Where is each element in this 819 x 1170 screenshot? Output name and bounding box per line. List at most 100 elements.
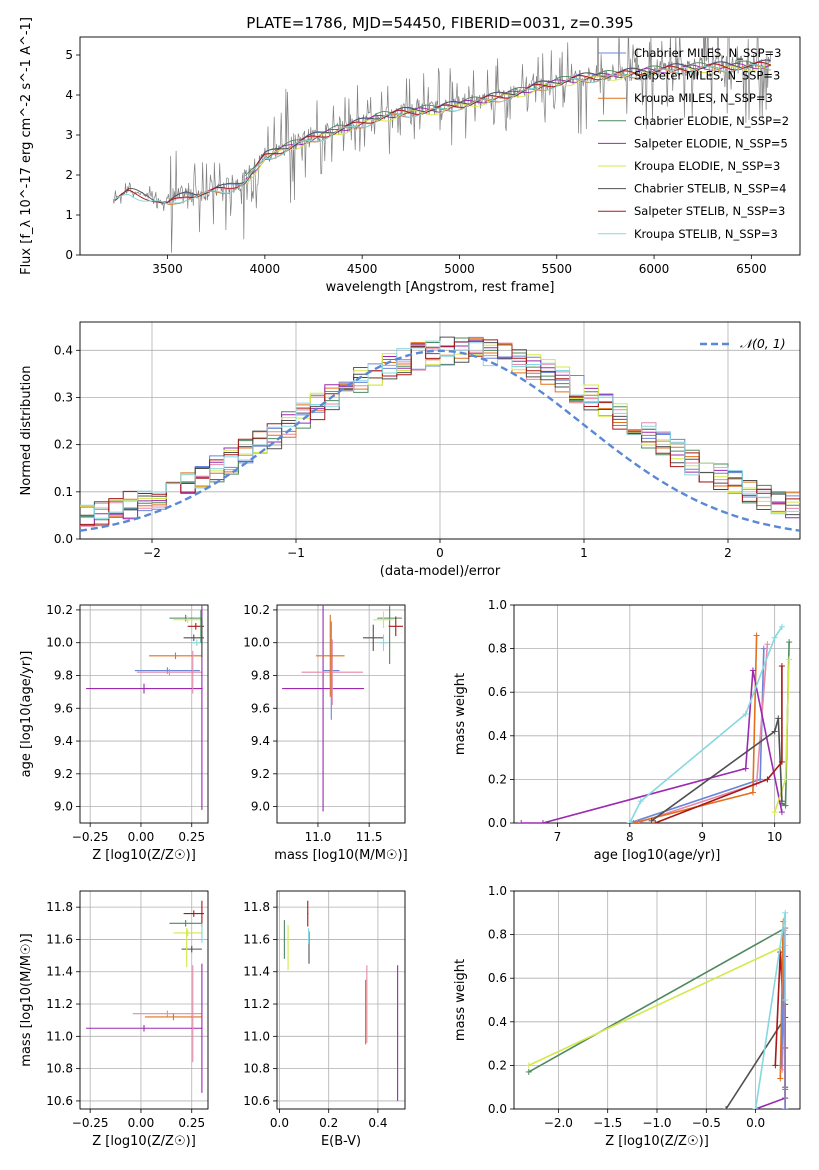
weight-point-marker xyxy=(778,663,785,670)
y-tick-label: 9.4 xyxy=(251,734,270,748)
x-tick-label: −1.5 xyxy=(593,1116,622,1130)
y-tick-label: 1 xyxy=(65,208,73,222)
spectrum-model-line xyxy=(114,61,771,203)
y-tick-label: 0.2 xyxy=(488,772,507,786)
y-tick-label: 11.6 xyxy=(243,932,270,946)
errorbar-point xyxy=(373,611,394,628)
y-tick-label: 10.2 xyxy=(46,603,73,617)
x-tick-label: 4500 xyxy=(347,262,378,276)
errorbar-point xyxy=(149,652,202,660)
y-tick-label: 11.8 xyxy=(243,900,270,914)
spectrum-axes: 3500 4000 4500 5000 5500 6000 6500 0 1 2 3 4 5 wavele… xyxy=(19,17,801,295)
errorbar-point xyxy=(169,614,202,622)
y-tick-label: 10.6 xyxy=(243,1094,270,1108)
weight-point-marker xyxy=(652,820,659,823)
age_vs_Z-axes: −0.25 0.00 0.25 9.0 9.2 9.4 9.6 9.8 10.0 10.2 Z [l… xyxy=(19,603,209,863)
age_vs_mass-axes: 11.0 11.5 9.0 9.2 9.4 9.6 9.8 10.0 10.2 mass [log… xyxy=(243,603,407,863)
y-tick-label: 1.0 xyxy=(488,884,507,898)
legend-entry: Chabrier ELODIE, N_SSP=2 xyxy=(634,114,789,128)
weight_vs_age-ylabel: mass weight xyxy=(453,673,468,755)
y-tick-label: 0.2 xyxy=(54,438,73,452)
age_vs_Z-xlabel: Z [log10(Z/Z☉)] xyxy=(92,848,196,863)
y-tick-label: 0.3 xyxy=(54,390,73,404)
x-tick-label: 7 xyxy=(554,830,562,844)
y-tick-label: 0.4 xyxy=(54,343,73,357)
y-tick-label: 9.0 xyxy=(54,800,73,814)
legend-entry: Chabrier STELIB, N_SSP=4 xyxy=(634,182,786,196)
x-tick-label: 2 xyxy=(724,546,732,560)
legend-entry: Salpeter ELODIE, N_SSP=5 xyxy=(634,136,788,150)
errorbar-point xyxy=(301,639,364,705)
y-tick-label: 11.2 xyxy=(243,997,270,1011)
x-tick-label: 0.4 xyxy=(368,1116,387,1130)
legend-entry: Salpeter MILES, N_SSP=3 xyxy=(634,69,780,83)
weight-point-marker xyxy=(786,639,793,646)
errorbar-point xyxy=(173,929,202,937)
weight-series-line xyxy=(651,718,783,822)
y-tick-label: 9.8 xyxy=(251,668,270,682)
weight-point-marker xyxy=(637,798,644,805)
weight-series-line xyxy=(633,635,758,823)
x-tick-label: 0.00 xyxy=(128,1116,155,1130)
errorbar-point xyxy=(283,920,285,959)
y-tick-label: 0.0 xyxy=(488,1102,507,1116)
spectrum-frame xyxy=(79,36,801,256)
y-tick-label: 0 xyxy=(65,248,73,262)
y-tick-label: 3 xyxy=(65,128,73,142)
x-tick-label: 0.0 xyxy=(270,1116,289,1130)
errorbar-point xyxy=(136,668,202,676)
errorbar-point xyxy=(183,910,204,917)
residual-histogram xyxy=(80,340,800,519)
errorbar-point xyxy=(201,900,203,927)
y-tick-label: 9.0 xyxy=(251,800,270,814)
x-tick-label: 11.0 xyxy=(305,830,332,844)
figure-title: PLATE=1786, MJD=54450, FIBERID=0031, z=0… xyxy=(246,14,633,32)
y-tick-label: 0.4 xyxy=(488,1015,507,1029)
y-tick-label: 0.6 xyxy=(488,685,507,699)
y-tick-label: 11.0 xyxy=(46,1029,73,1043)
weight-point-marker xyxy=(648,817,655,823)
y-tick-label: 11.4 xyxy=(46,965,73,979)
x-tick-label: 4000 xyxy=(250,262,281,276)
weight_vs_age-axes: 7 8 9 10 0.0 0.2 0.4 0.6 0.8 1.0 age [log10(age/yr… xyxy=(453,598,801,863)
errorbar-point xyxy=(307,928,310,945)
weight-series-line xyxy=(654,666,783,823)
weight_vs_Z-frame xyxy=(513,890,801,1110)
errorbar-point xyxy=(307,900,309,927)
residuals-xlabel: (data-model)/error xyxy=(380,564,501,579)
errorbar-point xyxy=(201,923,203,943)
spectrum-data-line xyxy=(112,37,772,253)
x-tick-label: 11.5 xyxy=(356,830,383,844)
weight-point-marker xyxy=(778,1062,785,1069)
y-tick-label: 2 xyxy=(65,168,73,182)
x-tick-label: −2.0 xyxy=(544,1116,573,1130)
y-tick-label: 5 xyxy=(65,48,73,62)
weight-point-marker xyxy=(742,711,749,717)
x-tick-label: 6000 xyxy=(639,262,670,276)
errorbar-point xyxy=(201,963,203,1093)
errorbar-point xyxy=(186,928,188,967)
weight_vs_Z-ylabel: mass weight xyxy=(453,959,468,1041)
weight-point-marker xyxy=(630,820,637,823)
weight-point-marker xyxy=(782,776,789,783)
y-tick-label: 11.0 xyxy=(243,1029,270,1043)
y-tick-label: 10.0 xyxy=(46,636,73,650)
weight-point-marker xyxy=(779,1066,786,1073)
errorbar-point xyxy=(132,1010,202,1017)
y-tick-label: 9.2 xyxy=(54,767,73,781)
errorbar-point xyxy=(323,621,340,720)
weight-point-marker xyxy=(778,798,785,805)
weight-point-marker xyxy=(778,758,785,765)
weight-point-marker xyxy=(634,820,641,823)
y-tick-label: 10.8 xyxy=(243,1062,270,1076)
y-tick-label: 0.2 xyxy=(488,1058,507,1072)
weight-point-marker xyxy=(782,802,789,809)
weight-point-marker xyxy=(760,645,767,652)
legend-entry: Kroupa MILES, N_SSP=3 xyxy=(634,91,773,105)
weight-point-marker xyxy=(749,789,756,796)
weight-point-marker xyxy=(786,656,793,663)
weight_vs_Z-xlabel: Z [log10(Z/Z☉)] xyxy=(605,1134,709,1149)
weight-point-marker xyxy=(771,634,778,641)
age_vs_mass-xlabel: mass [log10(M/M☉)] xyxy=(274,848,407,863)
legend-entry: Salpeter STELIB, N_SSP=3 xyxy=(634,204,785,218)
